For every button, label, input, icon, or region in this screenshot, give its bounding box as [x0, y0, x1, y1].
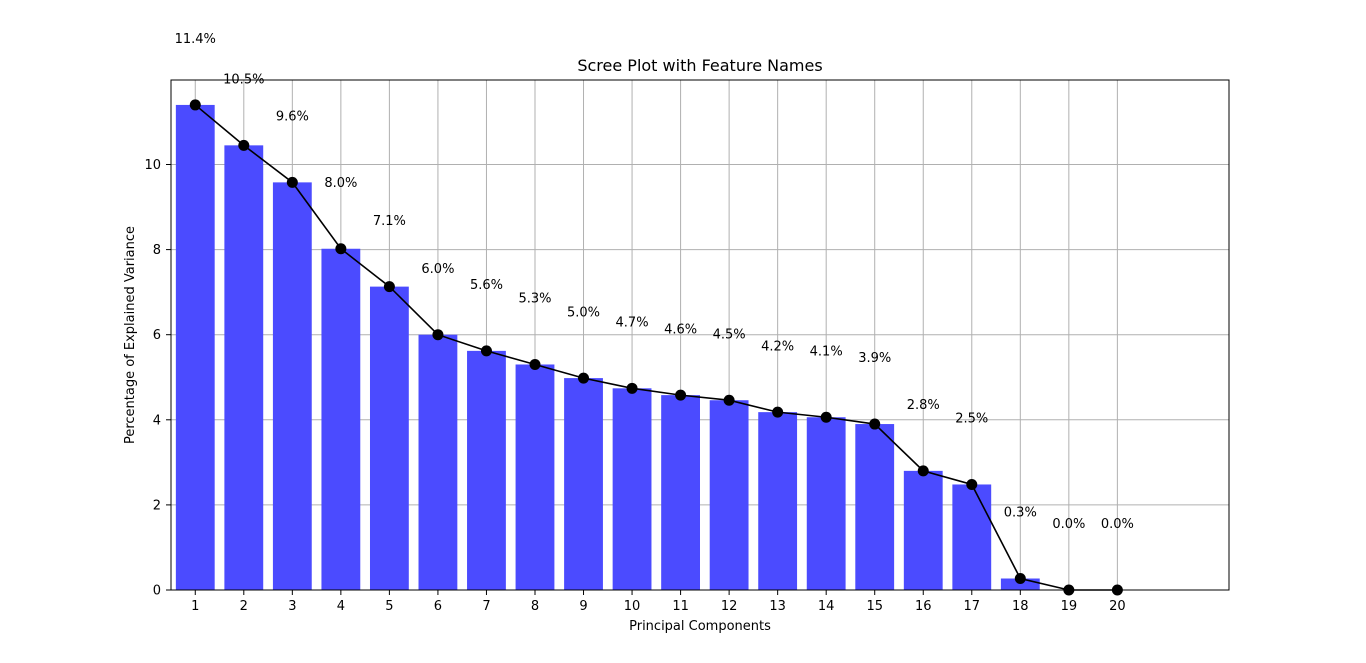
- bar-pc-5: [369, 286, 409, 590]
- bar-pc-10: [612, 388, 652, 590]
- bar-pc-8: [515, 364, 555, 590]
- bar-pc-16: [903, 470, 943, 590]
- y-axis-label: Percentage of Explained Variance: [123, 226, 138, 444]
- x-tick-label: 16: [915, 599, 932, 614]
- bar-pc-4: [321, 248, 361, 590]
- data-label-pc-4: 8.0%: [324, 176, 357, 191]
- chart-title: Scree Plot with Feature Names: [577, 56, 822, 75]
- bar-pc-12: [709, 400, 749, 590]
- data-label-pc-19: 0.0%: [1052, 517, 1085, 532]
- line-marker-pc-16: [917, 465, 929, 477]
- data-label-pc-13: 4.2%: [761, 339, 794, 354]
- data-label-pc-15: 3.9%: [858, 351, 891, 366]
- data-label-pc-7: 5.6%: [470, 278, 503, 293]
- data-label-pc-10: 4.7%: [616, 315, 649, 330]
- line-marker-pc-6: [432, 329, 444, 341]
- x-tick-label: 10: [624, 599, 641, 614]
- data-label-pc-12: 4.5%: [713, 327, 746, 342]
- line-marker-pc-14: [820, 411, 832, 423]
- line-marker-pc-4: [335, 243, 347, 255]
- data-label-pc-20: 0.0%: [1101, 517, 1134, 532]
- bar-pc-7: [467, 350, 506, 590]
- bar-pc-15: [855, 424, 895, 590]
- bar-pc-17: [952, 484, 992, 590]
- marker-layer: [189, 99, 1123, 596]
- line-layer: [194, 104, 1118, 591]
- line-marker-pc-1: [189, 99, 201, 111]
- y-tick-label: 10: [144, 158, 161, 173]
- bar-pc-2: [224, 145, 264, 591]
- x-tick-label: 20: [1109, 599, 1126, 614]
- data-label-pc-8: 5.3%: [518, 292, 551, 307]
- y-tick-label: 8: [153, 243, 161, 258]
- line-marker-pc-2: [238, 139, 250, 151]
- x-tick-label: 8: [531, 599, 539, 614]
- x-tick-label: 14: [818, 599, 835, 614]
- x-tick-label: 7: [482, 599, 490, 614]
- x-tick-label: 19: [1061, 599, 1078, 614]
- data-label-layer: 11.4%10.5%9.6%8.0%7.1%6.0%5.6%5.3%5.0%4.…: [175, 32, 1134, 532]
- data-label-pc-3: 9.6%: [276, 110, 309, 125]
- x-tick-label: 3: [288, 599, 296, 614]
- y-tick-label: 2: [153, 498, 161, 513]
- line-marker-pc-15: [869, 418, 881, 430]
- data-label-pc-11: 4.6%: [664, 322, 697, 337]
- bar-pc-18: [1000, 578, 1040, 590]
- data-label-pc-16: 2.8%: [907, 398, 940, 413]
- x-tick-label: 17: [964, 599, 981, 614]
- data-label-pc-1: 11.4%: [175, 32, 216, 47]
- x-tick-label: 11: [672, 599, 689, 614]
- bar-pc-1: [175, 104, 215, 591]
- bar-pc-9: [564, 378, 603, 590]
- line-marker-pc-5: [383, 281, 395, 293]
- bar-layer: [175, 104, 1040, 591]
- y-tick-label: 6: [153, 328, 161, 343]
- line-marker-pc-11: [675, 389, 687, 401]
- x-tick-label: 13: [769, 599, 786, 614]
- line-marker-pc-3: [286, 176, 298, 188]
- bar-pc-14: [806, 417, 846, 590]
- y-tick-label: 0: [153, 584, 161, 599]
- x-tick-label: 12: [721, 599, 738, 614]
- x-tick-label: 5: [385, 599, 393, 614]
- line-marker-pc-9: [578, 372, 590, 384]
- data-label-pc-5: 7.1%: [373, 214, 406, 229]
- x-tick-label: 9: [579, 599, 587, 614]
- x-tick-label: 18: [1012, 599, 1029, 614]
- bar-pc-3: [272, 182, 312, 590]
- line-marker-pc-10: [626, 382, 638, 394]
- y-tick-label: 4: [153, 413, 161, 428]
- x-axis-label: Principal Components: [629, 619, 771, 634]
- line-marker-pc-13: [772, 406, 784, 418]
- cumulative-line: [194, 104, 1118, 591]
- bar-pc-13: [758, 412, 798, 590]
- data-label-pc-9: 5.0%: [567, 305, 600, 320]
- line-marker-pc-18: [1014, 573, 1026, 585]
- bar-pc-6: [418, 334, 458, 590]
- data-label-pc-18: 0.3%: [1004, 506, 1037, 521]
- line-marker-pc-8: [529, 358, 541, 370]
- x-tick-label: 1: [191, 599, 199, 614]
- data-label-pc-17: 2.5%: [955, 412, 988, 427]
- x-tick-label: 15: [866, 599, 883, 614]
- x-tick-label: 2: [240, 599, 248, 614]
- x-tick-label: 6: [434, 599, 442, 614]
- bar-pc-11: [661, 395, 700, 590]
- data-label-pc-14: 4.1%: [810, 344, 843, 359]
- line-marker-pc-12: [723, 394, 735, 406]
- line-marker-pc-17: [966, 478, 978, 490]
- data-label-pc-6: 6.0%: [421, 262, 454, 277]
- line-marker-pc-7: [480, 345, 492, 357]
- x-tick-label: 4: [337, 599, 345, 614]
